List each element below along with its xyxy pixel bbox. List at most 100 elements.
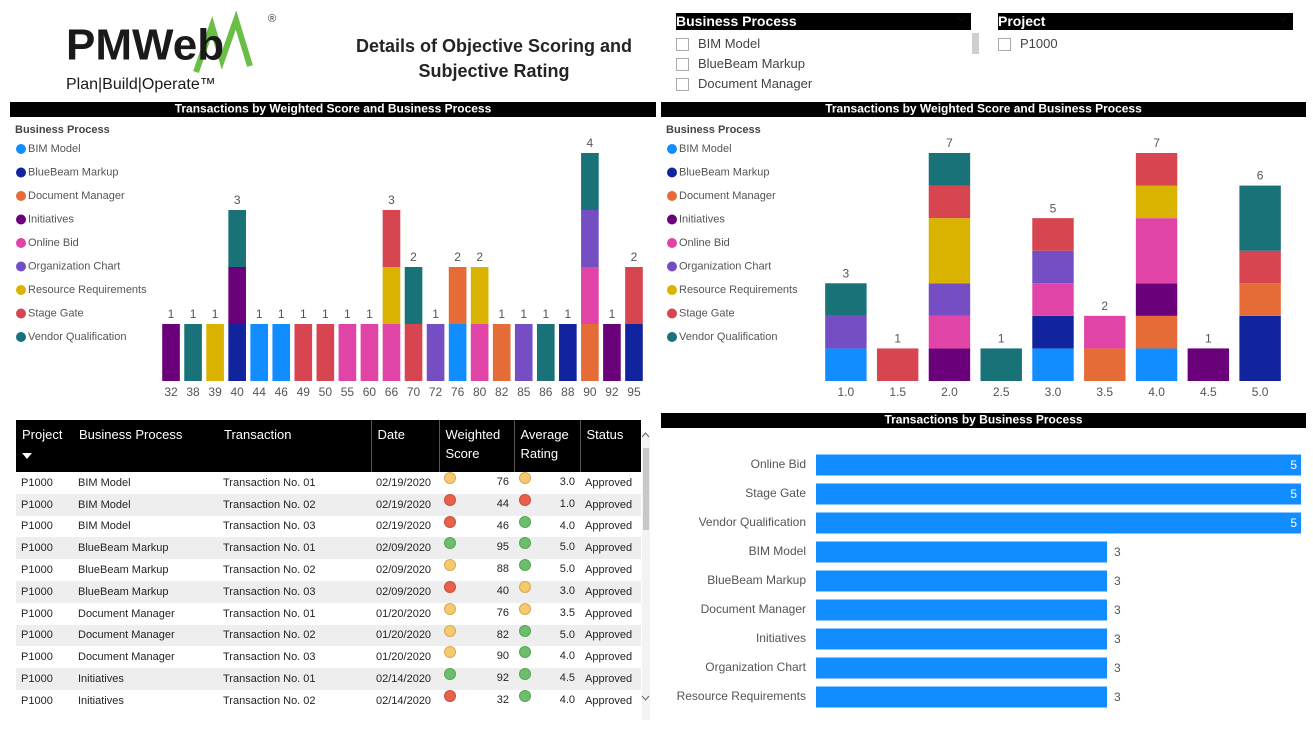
slicer-item-label[interactable]: BIM Model (698, 36, 761, 51)
legend-label: Organization Chart (28, 260, 120, 272)
cell-value: 32 (496, 693, 509, 706)
bar-segment (625, 267, 643, 324)
legend-marker (16, 308, 26, 319)
total-label: 6 (1257, 169, 1264, 183)
x-tick-label: 32 (164, 385, 178, 399)
column-header[interactable]: Weighted Score (438, 420, 514, 472)
legend-marker (16, 191, 26, 201)
column-header[interactable]: Status (579, 420, 641, 472)
legend-label: Document Manager (679, 190, 776, 202)
column-header-label[interactable]: Status (586, 427, 624, 442)
slicer-chevron[interactable]: ⌵ (1279, 13, 1287, 24)
column-header[interactable]: Transaction (218, 420, 371, 472)
panel-header (661, 102, 1306, 117)
slicer-item-label[interactable]: Document Manager (698, 76, 813, 91)
table-cell: 02/09/2020 (371, 580, 439, 603)
x-tick-label: 55 (341, 385, 355, 399)
checkbox[interactable] (676, 77, 689, 91)
column-header[interactable]: Business Process (73, 420, 218, 472)
column-header[interactable]: Project (16, 420, 73, 472)
slicer-chevron[interactable]: ⌵ (957, 13, 965, 24)
column-header-label[interactable]: Transaction (224, 427, 292, 442)
checkbox[interactable] (998, 37, 1011, 51)
table-cell: 1.0 (514, 493, 580, 516)
legend-marker (667, 167, 677, 178)
table-cell: Document Manager (73, 603, 218, 625)
bar-segment (426, 324, 445, 381)
bar (816, 570, 1107, 592)
value-label: 3 (1114, 603, 1121, 617)
legend-label: Initiatives (28, 213, 74, 225)
indicator-dot (519, 493, 531, 506)
bar-segment (1032, 283, 1074, 316)
indicator-dot (444, 602, 456, 615)
table-cell: 4.0 (514, 515, 580, 538)
legend-marker (667, 214, 677, 225)
slicer-header[interactable]: Business Process (676, 13, 971, 30)
cell-value: Transaction No. 03 (223, 651, 316, 664)
bar (816, 483, 1301, 505)
slicer-item[interactable]: Document Manager (676, 74, 971, 94)
column-header-label[interactable]: Project (22, 427, 63, 442)
x-tick-label: 3.0 (1045, 385, 1062, 399)
bar-segment (360, 324, 379, 381)
bar (816, 454, 1301, 476)
scrollbar-track[interactable] (642, 433, 650, 720)
scrollbar-thumb[interactable] (643, 448, 649, 530)
column-header-label[interactable]: Business Process (79, 427, 183, 442)
total-label: 1 (256, 307, 263, 321)
column-header[interactable]: Date (370, 420, 439, 472)
slicer-item[interactable]: P1000 (998, 34, 1293, 54)
table-cell: 95 (439, 537, 514, 560)
x-tick-label: 4.0 (1148, 385, 1165, 399)
table-cell: 76 (439, 602, 514, 625)
legend-marker (667, 191, 677, 201)
checkbox[interactable] (676, 37, 689, 51)
total-label: 1 (542, 307, 549, 321)
column-header-label[interactable]: Weighted Score (445, 427, 501, 461)
bar-segment (338, 324, 357, 381)
sort-arrow[interactable] (22, 453, 32, 459)
total-label: 2 (1101, 299, 1108, 313)
x-tick-label: 86 (539, 385, 553, 399)
cell-value: P1000 (21, 498, 53, 511)
total-label: 2 (410, 250, 417, 264)
bar-segment (470, 267, 489, 324)
slicer-item-label[interactable]: P1000 (1020, 36, 1058, 51)
slicer-item[interactable]: BlueBeam Markup (676, 54, 971, 74)
x-tick-label: 5.0 (1252, 385, 1269, 399)
bar-segment (382, 210, 401, 267)
slicer-item[interactable]: BIM Model (676, 34, 971, 54)
x-tick-label: 92 (605, 385, 619, 399)
slicer-header[interactable]: Project (998, 13, 1293, 30)
column-header[interactable]: Average Rating (513, 420, 580, 472)
checkbox[interactable] (676, 57, 689, 71)
table-cell: Transaction No. 03 (218, 646, 371, 668)
total-label: 1 (322, 307, 329, 321)
bar-segment (1135, 283, 1178, 316)
cell-value: 02/14/2020 (376, 673, 432, 686)
bar-segment (1032, 348, 1074, 381)
column-header-label[interactable]: Average Rating (520, 427, 569, 461)
total-label: 1 (278, 307, 285, 321)
table-cell: 02/14/2020 (371, 690, 439, 712)
total-label: 1 (998, 332, 1005, 346)
column-header-label[interactable]: Date (377, 427, 405, 442)
table-cell: Initiatives (73, 668, 218, 690)
bar (816, 657, 1107, 679)
slicer: Project ⌵ P1000 (998, 13, 1293, 54)
table-cell: Transaction No. 01 (218, 472, 371, 494)
x-tick-label: 76 (451, 385, 465, 399)
scroll-up[interactable] (641, 432, 650, 438)
legend-marker (16, 144, 26, 154)
table-cell: Transaction No. 01 (218, 537, 371, 560)
indicator-dot (444, 472, 456, 485)
slicer-item-label[interactable]: BlueBeam Markup (698, 56, 805, 71)
scroll-down[interactable] (641, 695, 650, 701)
cell-value: 92 (496, 672, 509, 685)
total-label: 1 (498, 307, 505, 321)
indicator-dot (519, 690, 531, 703)
table-cell: 3.0 (514, 472, 580, 494)
cell-value: Initiatives (78, 673, 124, 686)
